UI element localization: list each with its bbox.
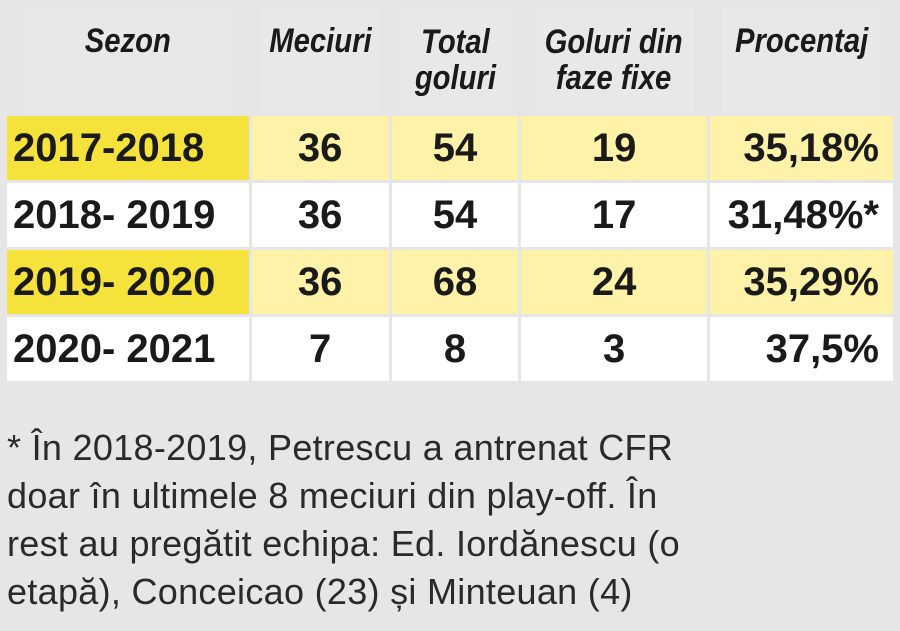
footnote-line: doar în ultimele 8 meciuri din play-off.… <box>7 475 658 516</box>
percentage-cell: 35,29% <box>709 250 893 314</box>
total-goals-cell: 8 <box>391 317 519 381</box>
percentage-cell: 37,5% <box>709 317 893 381</box>
set-piece-goals-cell: 19 <box>521 116 707 180</box>
matches-cell: 36 <box>251 250 389 314</box>
matches-cell: 36 <box>251 183 389 247</box>
set-piece-goals-cell: 3 <box>521 317 707 381</box>
season-cell: 2018- 2019 <box>7 183 249 247</box>
total-goals-cell: 54 <box>391 116 519 180</box>
footnote-line: etapă), Conceicao (23) și Minteuan (4) <box>7 571 633 612</box>
table-row: 2018- 2019 36 54 17 31,48%* <box>7 183 893 247</box>
column-header-total-goals: Total goluri <box>400 7 510 113</box>
season-cell: 2020- 2021 <box>7 317 249 381</box>
table-row: 2020- 2021 7 8 3 37,5% <box>7 317 893 381</box>
column-header-season: Sezon <box>23 7 232 113</box>
set-piece-goals-cell: 17 <box>521 183 707 247</box>
total-goals-cell: 68 <box>391 250 519 314</box>
column-header-matches: Meciuri <box>261 7 380 113</box>
percentage-cell: 35,18% <box>709 116 893 180</box>
footnote-line: rest au pregătit echipa: Ed. Iordănescu … <box>7 523 680 564</box>
column-header-set-piece-goals: Goluri din faze fixe <box>534 7 694 113</box>
matches-cell: 7 <box>251 317 389 381</box>
set-piece-goals-cell: 24 <box>521 250 707 314</box>
total-goals-cell: 54 <box>391 183 519 247</box>
table-row: 2019- 2020 36 68 24 35,29% <box>7 250 893 314</box>
season-cell: 2017-2018 <box>7 116 249 180</box>
season-cell: 2019- 2020 <box>7 250 249 314</box>
percentage-cell: 31,48%* <box>709 183 893 247</box>
footnote-line: * În 2018-2019, Petrescu a antrenat CFR <box>7 427 674 468</box>
table-row: 2017-2018 36 54 19 35,18% <box>7 116 893 180</box>
table-header-row: Sezon Meciuri Total goluri Goluri din fa… <box>7 7 893 113</box>
stats-table: Sezon Meciuri Total goluri Goluri din fa… <box>4 4 896 384</box>
footnote: * În 2018-2019, Petrescu a antrenat CFR … <box>7 424 887 616</box>
column-header-percentage: Procentaj <box>722 7 881 113</box>
matches-cell: 36 <box>251 116 389 180</box>
